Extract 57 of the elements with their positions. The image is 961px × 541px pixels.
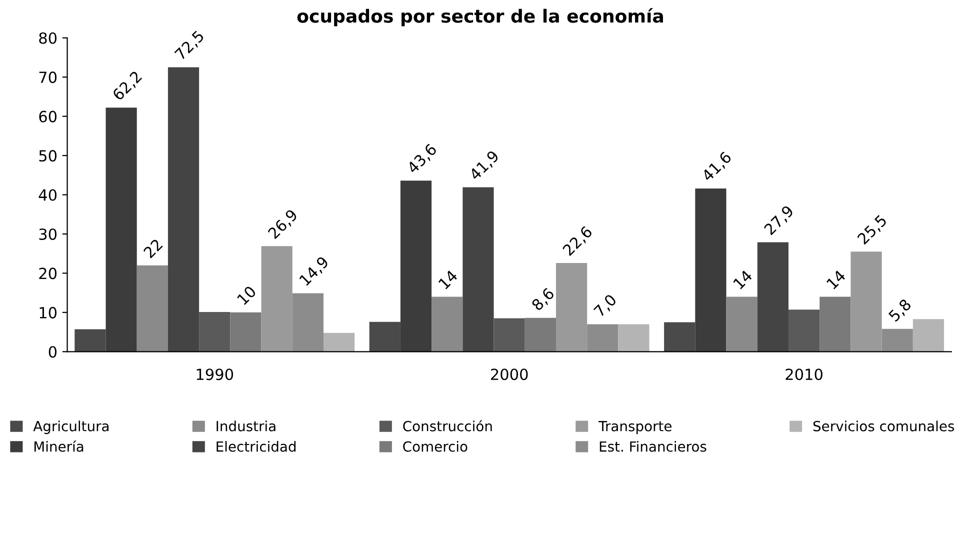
bar [106, 108, 137, 352]
bar [882, 328, 913, 352]
legend-label: Construcción [403, 420, 492, 432]
legend-label: Agricultura [33, 420, 109, 434]
bar [324, 332, 355, 352]
chart-title: ocupados por sector de la economía [297, 8, 663, 26]
x-tick-label: 1990 [196, 368, 234, 380]
x-tick-label: 2010 [786, 368, 822, 380]
bar [912, 319, 944, 352]
bar [261, 246, 292, 352]
data-label: 10 [236, 285, 257, 306]
y-tick-label: 80 [39, 32, 57, 44]
y-tick-label: 30 [39, 228, 57, 240]
y-tick-label: 70 [39, 72, 57, 84]
bar [462, 187, 494, 352]
legend-label: Electricidad [216, 441, 296, 452]
bar [757, 242, 788, 352]
data-label: 8,6 [530, 287, 556, 312]
bar [587, 324, 618, 352]
y-tick-label: 50 [39, 150, 57, 162]
x-tick-label: 2000 [491, 368, 528, 380]
data-label: 7,0 [593, 294, 618, 318]
legend-label: Comercio [403, 441, 468, 452]
bar [695, 188, 726, 352]
bar [820, 296, 851, 352]
bar [292, 293, 324, 352]
data-label: 14 [826, 270, 846, 290]
bar [230, 312, 262, 352]
legend-label: Industria [216, 420, 276, 432]
bar [556, 263, 588, 352]
bar [168, 67, 200, 352]
bar [618, 324, 650, 352]
legend-label: Transporte [598, 421, 672, 434]
data-label: 14 [732, 270, 753, 290]
bar [664, 322, 696, 352]
data-label: 22 [142, 238, 163, 258]
bar [74, 329, 106, 352]
legend-label: Est. Financieros [600, 441, 706, 452]
bar [369, 322, 400, 352]
bar [136, 265, 168, 352]
bar [400, 180, 432, 352]
bar [199, 312, 230, 352]
legend-label: Minería [34, 440, 84, 452]
y-tick-label: 40 [38, 189, 57, 201]
y-tick-label: 60 [39, 110, 57, 122]
data-label: 5,8 [888, 298, 913, 324]
y-tick-label: 10 [40, 306, 57, 318]
bar [726, 296, 758, 352]
bar [432, 296, 463, 352]
data-label: 14 [438, 270, 458, 290]
bar [788, 310, 820, 352]
bar [494, 318, 525, 352]
bar [850, 252, 882, 352]
bar [524, 318, 556, 352]
y-tick-label: 0 [48, 346, 57, 358]
y-tick-label: 20 [39, 268, 57, 280]
legend-label: Servicios comunales [813, 420, 954, 432]
